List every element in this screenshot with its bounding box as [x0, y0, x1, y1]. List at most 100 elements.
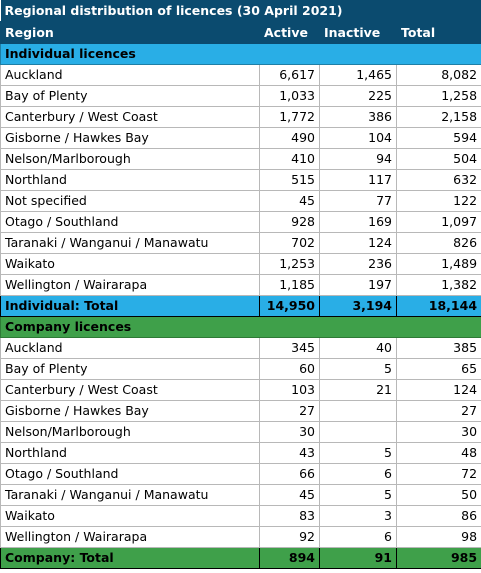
table-row: Otago / Southland 928 169 1,097: [0, 211, 481, 233]
inactive-cell: 236: [319, 253, 397, 275]
table-title-row: Regional distribution of licences (30 Ap…: [0, 0, 481, 22]
col-header-total: Total: [395, 21, 481, 44]
section-company-heading-row: Company licences: [0, 316, 481, 338]
inactive-cell: 40: [319, 337, 397, 359]
active-cell: 103: [259, 379, 320, 401]
company-total-active: 894: [259, 547, 320, 569]
region-cell: Gisborne / Hawkes Bay: [0, 400, 260, 422]
region-cell: Otago / Southland: [0, 211, 260, 233]
total-cell: 65: [395, 358, 481, 380]
company-total-inactive: 91: [319, 547, 397, 569]
region-cell: Otago / Southland: [0, 463, 260, 485]
table-row: Wellington / Wairarapa 1,185 197 1,382: [0, 274, 481, 296]
total-cell: 1,382: [395, 274, 481, 296]
total-cell: 50: [395, 484, 481, 506]
table-row: Waikato 1,253 236 1,489: [0, 253, 481, 275]
table-row: Auckland 6,617 1,465 8,082: [0, 64, 481, 86]
region-cell: Nelson/Marlborough: [0, 421, 260, 443]
table-row: Taranaki / Wanganui / Manawatu 702 124 826: [0, 232, 481, 254]
total-cell: 632: [395, 169, 481, 191]
table-row: Taranaki / Wanganui / Manawatu 45 5 50: [0, 484, 481, 506]
section-individual-heading-row: Individual licences: [0, 43, 481, 65]
active-cell: 928: [259, 211, 320, 233]
inactive-cell: 169: [319, 211, 397, 233]
table-row: Northland 515 117 632: [0, 169, 481, 191]
company-total-total: 985: [395, 547, 481, 569]
company-total-row: Company: Total 894 91 985: [0, 547, 481, 569]
total-cell: 504: [395, 148, 481, 170]
inactive-cell: 5: [319, 358, 397, 380]
region-cell: Taranaki / Wanganui / Manawatu: [0, 232, 260, 254]
table-title: Regional distribution of licences (30 Ap…: [0, 0, 481, 22]
active-cell: 6,617: [259, 64, 320, 86]
table-row: Not specified 45 77 122: [0, 190, 481, 212]
active-cell: 30: [259, 421, 320, 443]
region-cell: Auckland: [0, 337, 260, 359]
active-cell: 1,253: [259, 253, 320, 275]
inactive-cell: [319, 421, 397, 443]
total-cell: 124: [395, 379, 481, 401]
table-row: Waikato 83 3 86: [0, 505, 481, 527]
inactive-cell: 117: [319, 169, 397, 191]
company-total-label: Company: Total: [0, 547, 260, 569]
individual-total-label: Individual: Total: [0, 295, 260, 317]
region-cell: Gisborne / Hawkes Bay: [0, 127, 260, 149]
individual-total-active: 14,950: [259, 295, 320, 317]
inactive-cell: 77: [319, 190, 397, 212]
active-cell: 60: [259, 358, 320, 380]
region-cell: Auckland: [0, 64, 260, 86]
active-cell: 410: [259, 148, 320, 170]
section-individual-heading: Individual licences: [0, 43, 481, 65]
active-cell: 27: [259, 400, 320, 422]
active-cell: 345: [259, 337, 320, 359]
individual-rows: Auckland 6,617 1,465 8,082 Bay of Plenty 1,03…: [0, 64, 481, 296]
table-row: Nelson/Marlborough 30 30: [0, 421, 481, 443]
total-cell: 2,158: [395, 106, 481, 128]
region-cell: Not specified: [0, 190, 260, 212]
table-row: Nelson/Marlborough 410 94 504: [0, 148, 481, 170]
inactive-cell: [319, 400, 397, 422]
region-cell: Bay of Plenty: [0, 358, 260, 380]
table-row: Bay of Plenty 1,033 225 1,258: [0, 85, 481, 107]
region-cell: Northland: [0, 169, 260, 191]
active-cell: 1,033: [259, 85, 320, 107]
active-cell: 92: [259, 526, 320, 548]
total-cell: 98: [395, 526, 481, 548]
inactive-cell: 1,465: [319, 64, 397, 86]
company-rows: Auckland 345 40 385 Bay of Plenty 60 5 65 Canter…: [0, 337, 481, 548]
inactive-cell: 5: [319, 484, 397, 506]
inactive-cell: 21: [319, 379, 397, 401]
region-cell: Nelson/Marlborough: [0, 148, 260, 170]
region-cell: Waikato: [0, 505, 260, 527]
inactive-cell: 197: [319, 274, 397, 296]
total-cell: 30: [395, 421, 481, 443]
total-cell: 594: [395, 127, 481, 149]
inactive-cell: 104: [319, 127, 397, 149]
section-company-heading: Company licences: [0, 316, 481, 338]
active-cell: 515: [259, 169, 320, 191]
inactive-cell: 6: [319, 526, 397, 548]
total-cell: 385: [395, 337, 481, 359]
total-cell: 27: [395, 400, 481, 422]
region-cell: Canterbury / West Coast: [0, 106, 260, 128]
table-row: Auckland 345 40 385: [0, 337, 481, 359]
active-cell: 45: [259, 190, 320, 212]
inactive-cell: 5: [319, 442, 397, 464]
col-header-active: Active: [259, 21, 320, 44]
table-row: Gisborne / Hawkes Bay 490 104 594: [0, 127, 481, 149]
total-cell: 86: [395, 505, 481, 527]
inactive-cell: 386: [319, 106, 397, 128]
table-row: Canterbury / West Coast 103 21 124: [0, 379, 481, 401]
active-cell: 45: [259, 484, 320, 506]
table-row: Northland 43 5 48: [0, 442, 481, 464]
inactive-cell: 6: [319, 463, 397, 485]
inactive-cell: 225: [319, 85, 397, 107]
table-row: Bay of Plenty 60 5 65: [0, 358, 481, 380]
active-cell: 83: [259, 505, 320, 527]
table-row: Canterbury / West Coast 1,772 386 2,158: [0, 106, 481, 128]
region-cell: Taranaki / Wanganui / Manawatu: [0, 484, 260, 506]
active-cell: 1,772: [259, 106, 320, 128]
table-row: Gisborne / Hawkes Bay 27 27: [0, 400, 481, 422]
column-header-row: Region Active Inactive Total: [0, 21, 481, 44]
